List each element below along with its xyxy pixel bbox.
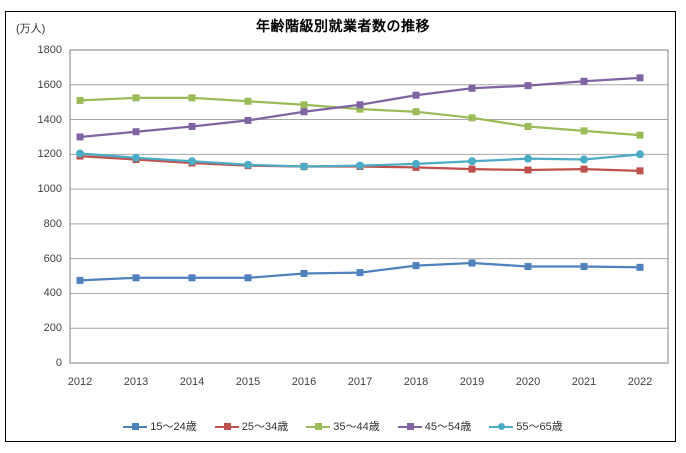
legend-label: 25〜34歳 bbox=[241, 421, 289, 433]
y-tick-label-1200: 1200 bbox=[37, 148, 62, 161]
data-point-0-9 bbox=[580, 262, 588, 270]
data-point-1-10 bbox=[636, 167, 644, 175]
data-point-4-5 bbox=[356, 161, 364, 170]
data-point-1-8 bbox=[524, 166, 532, 174]
legend-label: 55〜65歳 bbox=[516, 421, 563, 433]
legend-marker-icon bbox=[489, 422, 514, 431]
y-tick-label-1600: 1600 bbox=[37, 78, 62, 91]
x-tick-label-2012: 2012 bbox=[67, 376, 93, 388]
legend-label: 15〜24歳 bbox=[150, 421, 197, 433]
y-axis-unit-label: (万人) bbox=[16, 23, 46, 35]
data-point-3-0 bbox=[76, 133, 84, 141]
y-tick-label-1400: 1400 bbox=[37, 113, 62, 126]
data-point-0-1 bbox=[132, 274, 140, 282]
x-tick-label-2022: 2022 bbox=[627, 376, 653, 388]
x-tick-label-2021: 2021 bbox=[571, 376, 597, 388]
data-point-3-2 bbox=[188, 123, 196, 131]
data-point-3-6 bbox=[412, 91, 420, 99]
y-tick-label-1000: 1000 bbox=[37, 183, 62, 196]
y-tick-label-1800: 1800 bbox=[37, 44, 62, 56]
data-point-0-4 bbox=[300, 269, 308, 277]
x-tick-label-2017: 2017 bbox=[347, 376, 373, 388]
data-point-0-0 bbox=[76, 276, 84, 284]
plot-border bbox=[69, 49, 669, 364]
chart-title: 年齢階級別就業者数の推移 bbox=[256, 18, 430, 34]
data-point-3-5 bbox=[356, 101, 364, 109]
chart-legend: 15〜24歳 25〜34歳 35〜44歳 45〜54歳 55〜65歳 bbox=[6, 417, 680, 435]
data-point-4-6 bbox=[412, 159, 420, 168]
y-tick-label-0: 0 bbox=[55, 357, 62, 369]
data-point-4-3 bbox=[244, 160, 252, 169]
y-tick-label-800: 800 bbox=[43, 217, 62, 230]
data-point-2-5 bbox=[356, 105, 364, 113]
data-point-0-10 bbox=[636, 263, 644, 271]
data-point-3-9 bbox=[580, 77, 588, 85]
data-point-2-2 bbox=[188, 94, 196, 102]
legend-item-1: 25〜34歳 bbox=[214, 418, 289, 434]
data-point-4-4 bbox=[300, 162, 308, 171]
legend-marker-icon bbox=[397, 422, 422, 431]
x-tick-label-2016: 2016 bbox=[291, 376, 317, 388]
y-tick-label-600: 600 bbox=[43, 252, 62, 265]
x-tick-label-2013: 2013 bbox=[123, 376, 149, 388]
data-point-1-9 bbox=[580, 165, 588, 173]
x-tick-label-2015: 2015 bbox=[235, 376, 261, 388]
legend-label: 45〜54歳 bbox=[424, 421, 472, 433]
legend-item-2: 35〜44歳 bbox=[306, 418, 380, 434]
data-point-0-6 bbox=[412, 262, 420, 270]
data-point-4-0 bbox=[76, 149, 84, 158]
legend-marker-icon bbox=[306, 422, 331, 431]
legend-marker-icon bbox=[123, 422, 148, 431]
data-point-2-8 bbox=[524, 123, 532, 131]
data-point-2-1 bbox=[132, 94, 140, 102]
data-point-4-9 bbox=[580, 155, 588, 164]
data-point-2-9 bbox=[580, 127, 588, 135]
data-point-0-5 bbox=[356, 269, 364, 277]
data-point-3-3 bbox=[244, 116, 252, 124]
x-tick-label-2014: 2014 bbox=[179, 376, 205, 388]
data-point-4-10 bbox=[636, 150, 644, 159]
data-point-4-7 bbox=[468, 157, 476, 166]
y-tick-label-400: 400 bbox=[43, 287, 62, 300]
data-point-2-0 bbox=[76, 96, 84, 104]
data-point-4-1 bbox=[132, 153, 140, 162]
data-point-2-7 bbox=[468, 114, 476, 122]
data-point-0-7 bbox=[468, 259, 476, 267]
data-point-2-6 bbox=[412, 108, 420, 116]
data-point-3-7 bbox=[468, 84, 476, 92]
x-tick-label-2019: 2019 bbox=[459, 376, 485, 388]
data-point-3-1 bbox=[132, 128, 140, 136]
legend-item-4: 55〜65歳 bbox=[489, 418, 563, 434]
legend-item-3: 45〜54歳 bbox=[397, 418, 472, 434]
data-point-3-10 bbox=[636, 74, 644, 82]
y-tick-label-200: 200 bbox=[43, 322, 62, 335]
data-point-2-4 bbox=[300, 101, 308, 109]
data-point-0-3 bbox=[244, 274, 252, 282]
legend-item-0: 15〜24歳 bbox=[123, 418, 197, 434]
x-tick-label-2018: 2018 bbox=[403, 376, 429, 388]
data-point-1-7 bbox=[468, 165, 476, 173]
legend-label: 35〜44歳 bbox=[333, 421, 380, 433]
data-point-4-2 bbox=[188, 157, 196, 166]
data-point-3-8 bbox=[524, 82, 532, 90]
legend-marker-icon bbox=[214, 422, 239, 431]
data-point-2-3 bbox=[244, 97, 252, 105]
data-point-2-10 bbox=[636, 131, 644, 139]
data-point-4-8 bbox=[524, 154, 532, 163]
data-point-3-4 bbox=[300, 108, 308, 116]
x-tick-label-2020: 2020 bbox=[515, 376, 541, 388]
data-point-0-2 bbox=[188, 274, 196, 282]
data-point-0-8 bbox=[524, 262, 532, 270]
